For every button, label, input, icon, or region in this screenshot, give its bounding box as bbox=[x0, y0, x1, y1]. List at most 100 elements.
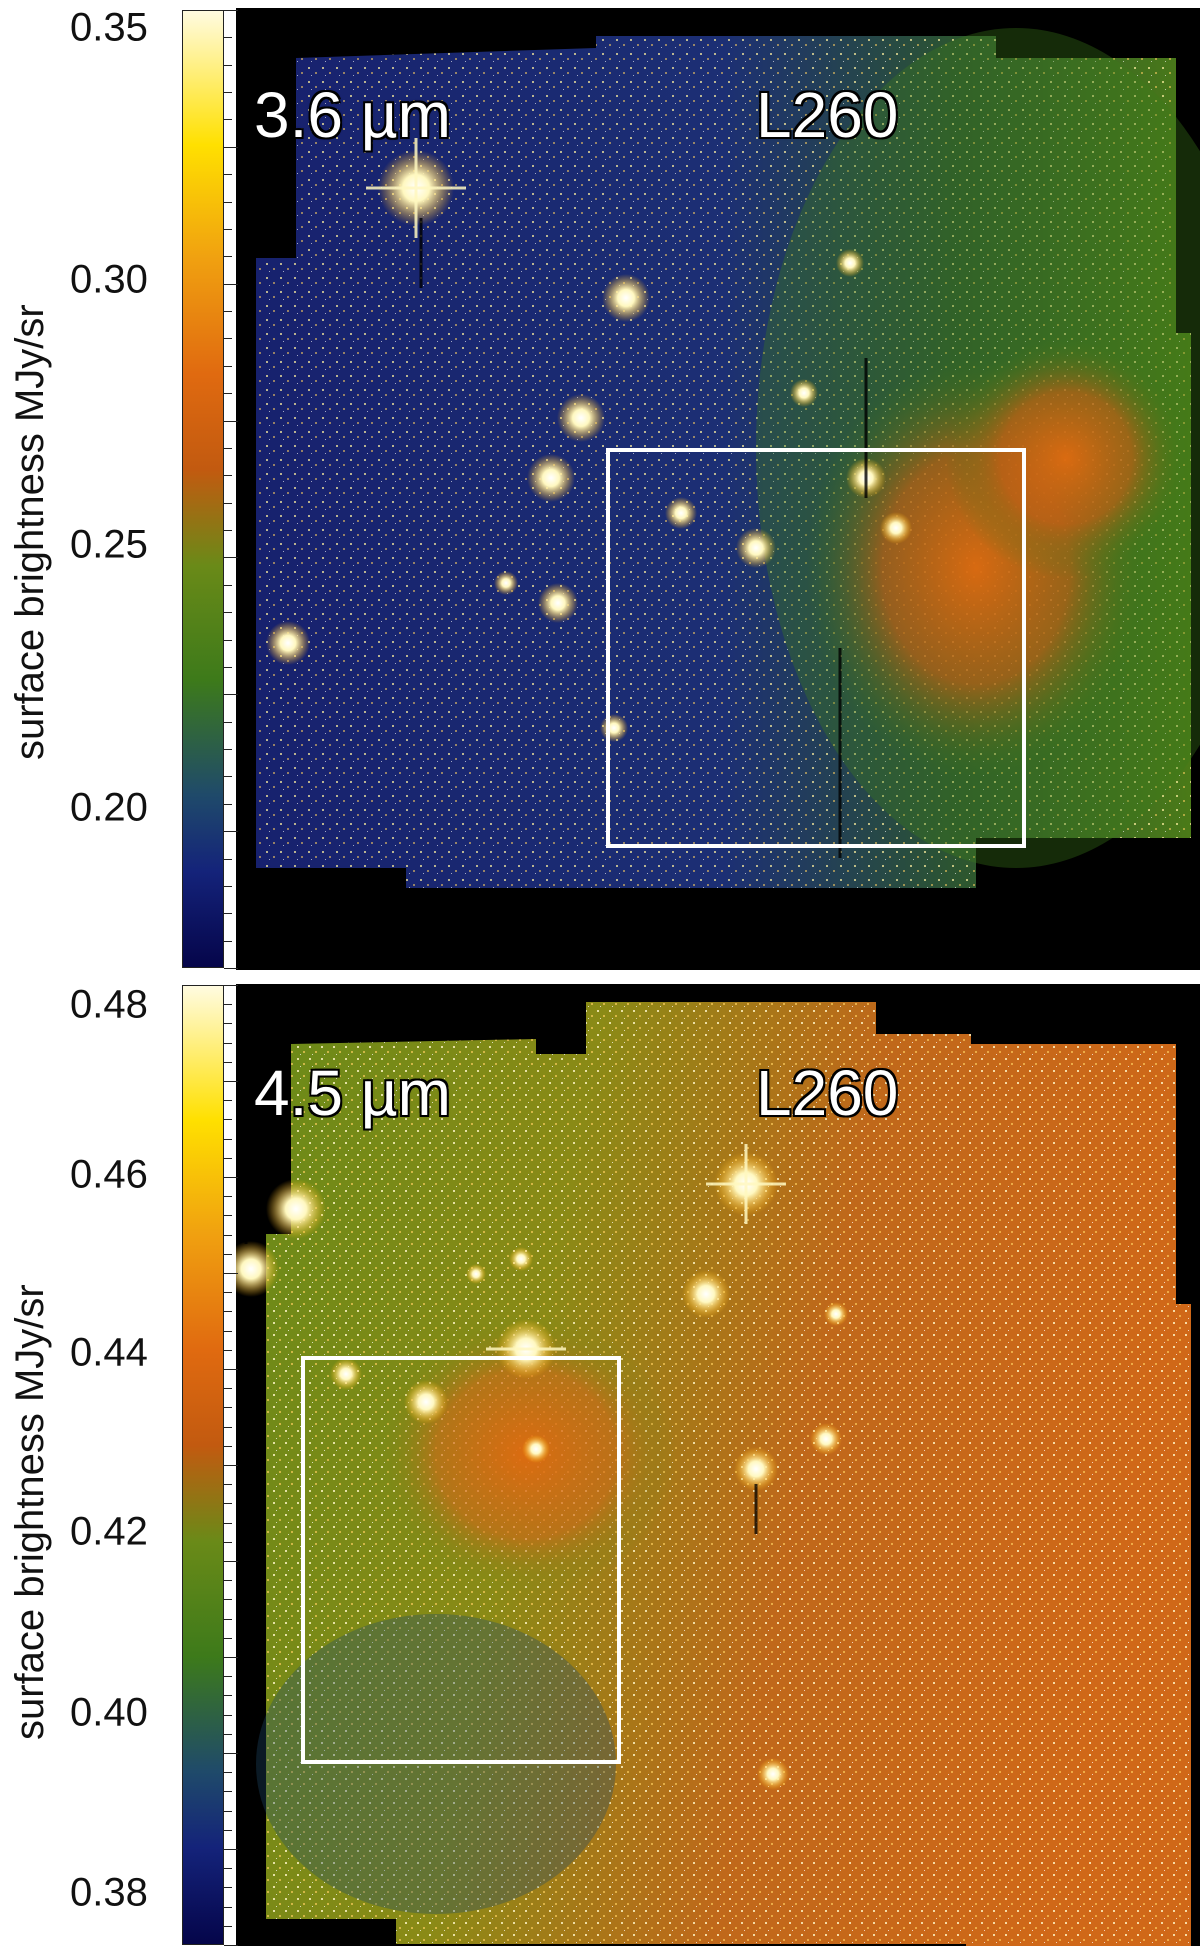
colorbar-tick bbox=[224, 1580, 232, 1582]
colorbar-tick bbox=[224, 612, 232, 614]
colorbar-tick bbox=[224, 1753, 238, 1754]
colorbar-tick bbox=[224, 1657, 238, 1658]
object-label: L260 bbox=[756, 1057, 899, 1129]
colorbar-tick bbox=[224, 475, 232, 477]
colorbar-tick bbox=[224, 1042, 232, 1044]
colorbar-axis-label: surface brightness MJy/sr bbox=[8, 1284, 52, 1740]
colorbar-tick bbox=[224, 1599, 232, 1601]
tick-label: 0.30 bbox=[70, 257, 148, 302]
colorbar-tick bbox=[224, 1465, 238, 1466]
colorbar-axis-label: surface brightness MJy/sr bbox=[8, 304, 52, 760]
colorbar-tick bbox=[224, 1253, 232, 1255]
colorbar-tick bbox=[224, 1906, 232, 1908]
colorbar-tick bbox=[224, 1177, 238, 1178]
colorbar-tick bbox=[224, 256, 232, 258]
colorbar-tick bbox=[224, 10, 238, 11]
colorbar-tick bbox=[224, 858, 232, 860]
tick-label: 0.42 bbox=[70, 1509, 148, 1554]
colorbar-tick bbox=[224, 393, 232, 395]
colorbar-tick bbox=[224, 1330, 232, 1332]
colorbar-tick bbox=[224, 1119, 232, 1121]
colorbar-tick bbox=[224, 1829, 232, 1831]
colorbar-tick bbox=[224, 985, 238, 986]
colorbar-tick bbox=[224, 1541, 232, 1543]
colorbar-tick bbox=[224, 584, 232, 586]
colorbar-tick bbox=[224, 1138, 232, 1140]
sky-map bbox=[256, 28, 1200, 888]
colorbar-tick bbox=[224, 1061, 232, 1063]
sky-map bbox=[236, 1002, 1191, 1946]
region-box bbox=[606, 448, 1026, 848]
colorbar-tick bbox=[224, 1503, 232, 1505]
colorbar-tick bbox=[224, 92, 232, 94]
colorbar-tick bbox=[224, 1887, 232, 1889]
colorbar-tick bbox=[224, 1426, 232, 1428]
colorbar-tick bbox=[224, 1945, 238, 1946]
colorbar-tick bbox=[224, 913, 232, 915]
colorbar-tick bbox=[224, 1637, 232, 1639]
colorbar-tick bbox=[224, 1925, 232, 1927]
tick-label: 0.40 bbox=[70, 1690, 148, 1735]
colorbar-tick bbox=[224, 502, 232, 504]
colorbar-tick bbox=[224, 1004, 232, 1006]
colorbar-tick bbox=[224, 228, 232, 230]
colorbar bbox=[182, 985, 224, 1945]
colorbar-tick bbox=[224, 1772, 232, 1774]
colorbar-tick bbox=[224, 201, 232, 203]
colorbar-tick bbox=[224, 968, 238, 969]
colorbar-tick bbox=[224, 1868, 232, 1870]
object-label: L260 bbox=[756, 79, 899, 151]
colorbar-tick bbox=[224, 721, 232, 723]
colorbar-tick bbox=[224, 885, 232, 887]
colorbar-tick bbox=[224, 639, 232, 641]
colorbar-tick bbox=[224, 365, 232, 367]
band-label: 4.5 µm bbox=[254, 1057, 451, 1129]
colorbar-tick bbox=[224, 1561, 238, 1562]
colorbar-tick bbox=[224, 1733, 232, 1735]
colorbar-tick bbox=[224, 1810, 232, 1812]
colorbar-tick bbox=[224, 1484, 232, 1486]
colorbar-tick bbox=[224, 447, 232, 449]
colorbar-tick bbox=[224, 530, 232, 532]
colorbar-tick bbox=[224, 1311, 232, 1313]
colorbar-tick bbox=[224, 1215, 232, 1217]
panel-3-6-micron: surface brightness MJy/sr 0.35 0.30 0.25… bbox=[8, 5, 1200, 970]
colorbar-tick bbox=[224, 1445, 232, 1447]
sky-image-4-5: 4.5 µm L260 bbox=[236, 984, 1200, 1946]
colorbar-tick bbox=[224, 311, 232, 313]
colorbar-tick bbox=[224, 1522, 232, 1524]
tick-label: 0.44 bbox=[70, 1330, 148, 1375]
tick-label: 0.35 bbox=[70, 5, 148, 50]
tick-label: 0.48 bbox=[70, 982, 148, 1027]
colorbar-tick bbox=[224, 1023, 232, 1025]
colorbar-tick bbox=[224, 1369, 238, 1370]
colorbar-tick bbox=[224, 666, 232, 668]
colorbar-tick bbox=[224, 64, 232, 66]
colorbar-tick bbox=[224, 1618, 232, 1620]
colorbar-tick bbox=[224, 1407, 232, 1409]
colorbar-tick bbox=[224, 1273, 238, 1274]
colorbar-tick bbox=[224, 1676, 232, 1678]
colorbar-tick bbox=[224, 338, 232, 340]
panel-4-5-micron: surface brightness MJy/sr 0.48 0.46 0.44… bbox=[0, 980, 1200, 1950]
colorbar-tick bbox=[224, 1849, 238, 1850]
colorbar-tick bbox=[224, 1791, 232, 1793]
region-box bbox=[301, 1356, 621, 1764]
tick-label: 0.25 bbox=[70, 522, 148, 567]
colorbar-tick bbox=[224, 1234, 232, 1236]
tick-label: 0.20 bbox=[70, 785, 148, 830]
colorbar-tick bbox=[224, 283, 238, 285]
sky-image-3-6: 3.6 µm L260 bbox=[236, 8, 1200, 970]
colorbar-tick bbox=[224, 1100, 232, 1102]
colorbar-tick bbox=[224, 1081, 238, 1082]
colorbar-tick bbox=[224, 1714, 232, 1716]
colorbar-tick bbox=[224, 557, 238, 559]
colorbar-tick bbox=[224, 776, 232, 778]
tick-label: 0.38 bbox=[70, 1870, 148, 1915]
colorbar-tick bbox=[224, 174, 232, 176]
colorbar-tick bbox=[224, 1349, 232, 1351]
colorbar-tick bbox=[224, 1196, 232, 1198]
tick-label: 0.46 bbox=[70, 1152, 148, 1197]
colorbar-tick bbox=[224, 940, 232, 942]
colorbar-tick bbox=[224, 1695, 232, 1697]
